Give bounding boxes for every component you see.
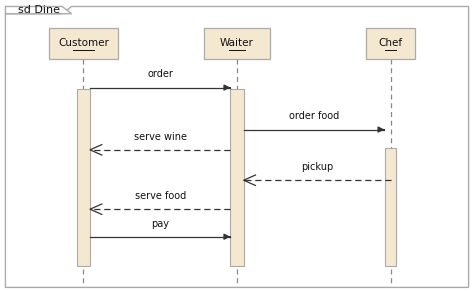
Text: order food: order food — [289, 111, 339, 121]
Bar — [230, 89, 244, 266]
Bar — [204, 28, 270, 58]
Text: pay: pay — [151, 219, 169, 229]
Text: serve food: serve food — [135, 191, 186, 201]
Bar — [366, 28, 415, 58]
Text: Customer: Customer — [58, 38, 109, 48]
Text: order: order — [147, 70, 173, 79]
Bar — [77, 89, 90, 266]
Bar — [49, 28, 118, 58]
Bar — [385, 148, 396, 266]
Text: Chef: Chef — [379, 38, 402, 48]
Text: pickup: pickup — [301, 162, 333, 172]
Polygon shape — [5, 6, 72, 14]
Text: serve wine: serve wine — [134, 132, 187, 142]
Text: Waiter: Waiter — [220, 38, 254, 48]
Text: sd Dine: sd Dine — [18, 5, 60, 15]
